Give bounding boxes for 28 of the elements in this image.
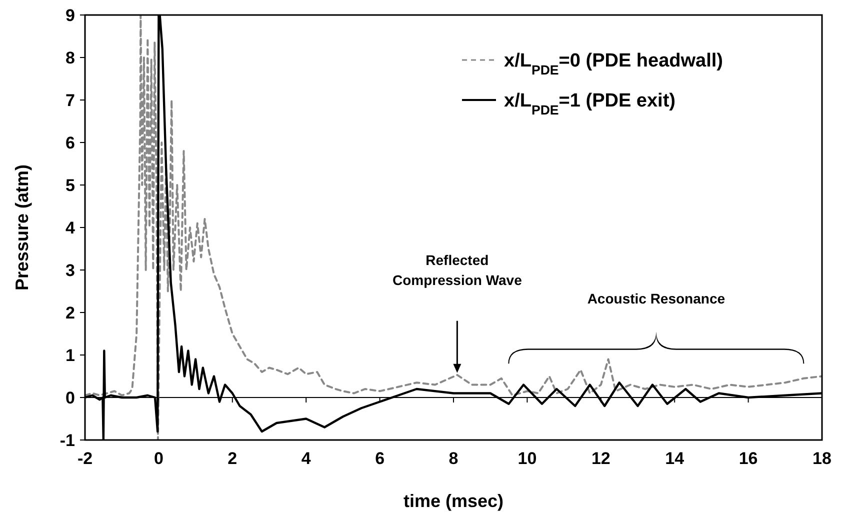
y-tick-label: -1 xyxy=(60,430,75,450)
y-tick-label: 8 xyxy=(66,48,75,68)
x-tick-label: 8 xyxy=(448,449,458,468)
x-tick-label: 4 xyxy=(301,449,312,468)
x-tick-label: 2 xyxy=(228,449,238,468)
y-tick-label: 0 xyxy=(66,388,75,408)
annotation: Acoustic Resonance xyxy=(587,290,726,307)
y-tick-label: 1 xyxy=(66,346,75,365)
y-tick-label: 2 xyxy=(66,303,75,322)
y-tick-label: 7 xyxy=(66,90,75,110)
x-tick-label: 14 xyxy=(665,449,685,468)
legend-label: x/L$_{PDE}$=0 (PDE headwall) xyxy=(504,50,723,78)
x-tick-label: 0 xyxy=(154,449,164,468)
y-tick-label: 5 xyxy=(66,176,75,195)
y-tick-label: 6 xyxy=(66,133,75,152)
x-tick-label: 16 xyxy=(738,449,758,468)
x-tick-label: 6 xyxy=(375,449,385,468)
x-tick-label: -2 xyxy=(77,449,93,468)
x-tick-label: 18 xyxy=(812,449,832,468)
legend-label: x/L$_{PDE}$=1 (PDE exit) xyxy=(504,90,676,118)
y-tick-label: 3 xyxy=(66,260,75,280)
y-axis-title: Pressure (atm) xyxy=(12,164,32,291)
x-tick-label: 10 xyxy=(518,449,537,468)
y-tick-label: 4 xyxy=(66,218,76,238)
x-axis-title: time (msec) xyxy=(403,491,504,511)
x-tick-label: 12 xyxy=(591,449,610,468)
annotation: Reflected Compression Wave xyxy=(392,252,522,288)
y-tick-label: 9 xyxy=(66,6,75,25)
